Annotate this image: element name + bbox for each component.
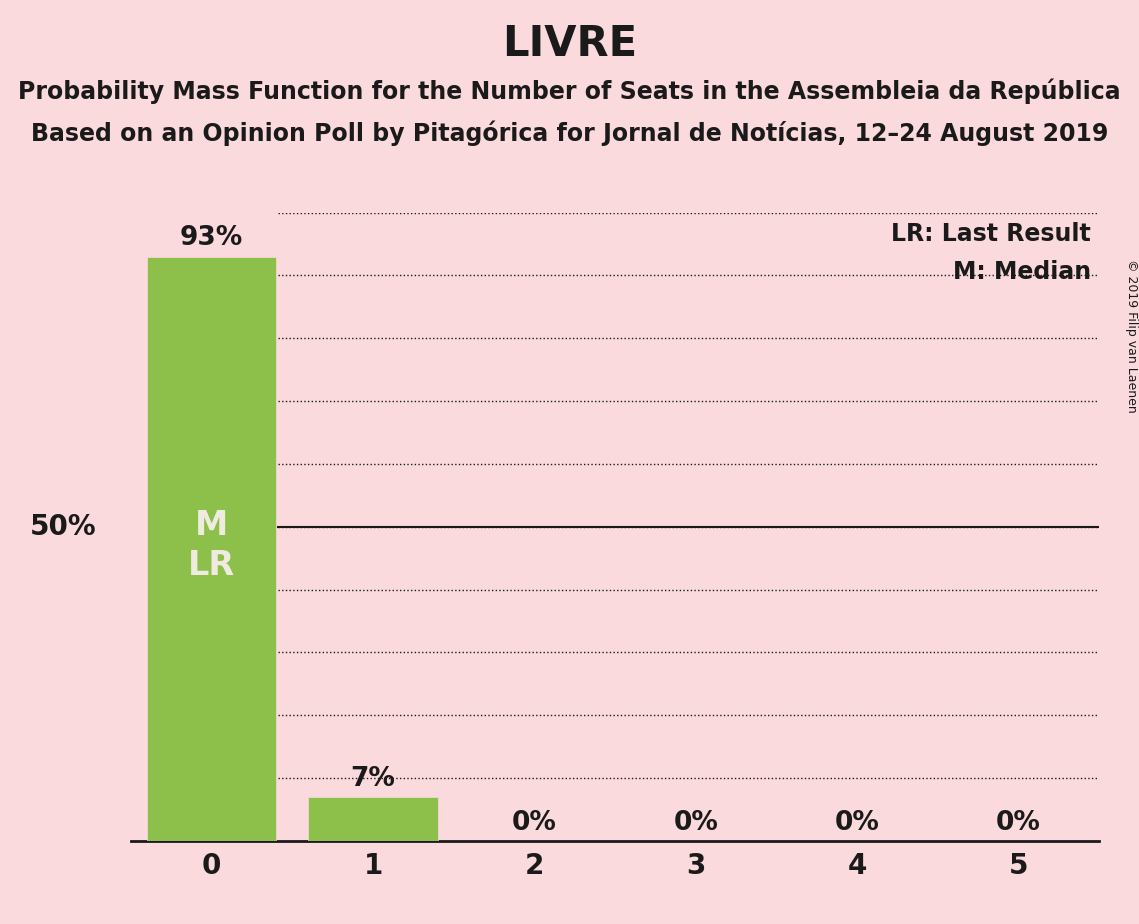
- Text: 0%: 0%: [995, 809, 1041, 836]
- Text: © 2019 Filip van Laenen: © 2019 Filip van Laenen: [1124, 259, 1138, 412]
- Text: 0%: 0%: [835, 809, 879, 836]
- Text: 93%: 93%: [180, 225, 244, 251]
- Text: M: Median: M: Median: [953, 260, 1091, 284]
- Text: 50%: 50%: [31, 513, 97, 541]
- Text: LR: Last Result: LR: Last Result: [892, 222, 1091, 246]
- Text: Based on an Opinion Poll by Pitagórica for Jornal de Notícias, 12–24 August 2019: Based on an Opinion Poll by Pitagórica f…: [31, 120, 1108, 146]
- Text: M
LR: M LR: [188, 508, 236, 582]
- Text: 0%: 0%: [511, 809, 557, 836]
- Bar: [147, 257, 276, 841]
- Bar: [309, 796, 437, 841]
- Text: 7%: 7%: [351, 766, 395, 792]
- Text: 0%: 0%: [673, 809, 719, 836]
- Text: Probability Mass Function for the Number of Seats in the Assembleia da República: Probability Mass Function for the Number…: [18, 79, 1121, 104]
- Text: LIVRE: LIVRE: [502, 23, 637, 65]
